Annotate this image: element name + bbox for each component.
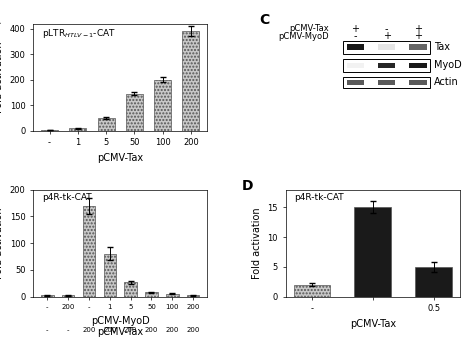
- Text: 200: 200: [124, 327, 137, 333]
- X-axis label: pCMV-Tax: pCMV-Tax: [97, 153, 143, 163]
- Bar: [41, 296, 54, 297]
- Text: +: +: [414, 24, 422, 34]
- Text: MyoD: MyoD: [434, 60, 461, 70]
- Bar: [104, 254, 116, 297]
- Bar: [343, 77, 430, 88]
- Bar: [346, 44, 364, 50]
- Bar: [355, 207, 391, 297]
- Text: 200: 200: [165, 327, 179, 333]
- Text: pCMV-Tax: pCMV-Tax: [290, 25, 329, 33]
- Bar: [166, 294, 179, 297]
- Bar: [346, 80, 364, 85]
- Text: 200: 200: [103, 327, 117, 333]
- Bar: [343, 59, 430, 72]
- Bar: [187, 296, 200, 297]
- Bar: [378, 80, 395, 85]
- Bar: [293, 285, 330, 297]
- Bar: [126, 94, 143, 131]
- X-axis label: pCMV-Tax: pCMV-Tax: [350, 319, 396, 329]
- Bar: [62, 296, 74, 297]
- Text: -: -: [385, 24, 388, 34]
- Text: 200: 200: [82, 327, 96, 333]
- Text: pCMV-MyoD: pCMV-MyoD: [91, 316, 150, 326]
- Bar: [409, 80, 427, 85]
- Text: pLTR$_{HTLV-1}$-CAT: pLTR$_{HTLV-1}$-CAT: [42, 27, 116, 40]
- Text: -: -: [354, 31, 357, 41]
- Bar: [154, 80, 171, 131]
- Text: +: +: [414, 31, 422, 41]
- Bar: [145, 292, 158, 297]
- Text: +: +: [351, 24, 359, 34]
- Bar: [98, 118, 115, 131]
- Text: p4R-tk-CAT: p4R-tk-CAT: [294, 193, 344, 202]
- Bar: [69, 128, 86, 131]
- Text: -: -: [67, 327, 69, 333]
- Y-axis label: Fold activation: Fold activation: [0, 207, 4, 279]
- Bar: [378, 63, 395, 68]
- Bar: [378, 44, 395, 50]
- Text: p4R-tk-CAT: p4R-tk-CAT: [42, 193, 91, 202]
- Bar: [83, 206, 95, 297]
- Text: 200: 200: [145, 327, 158, 333]
- Text: D: D: [242, 179, 254, 193]
- Bar: [182, 31, 200, 131]
- Bar: [124, 282, 137, 297]
- Text: Actin: Actin: [434, 78, 458, 88]
- Y-axis label: Fold activation: Fold activation: [252, 207, 262, 279]
- Text: pCMV-MyoD: pCMV-MyoD: [279, 32, 329, 41]
- Bar: [343, 41, 430, 54]
- Bar: [346, 63, 364, 68]
- Y-axis label: Fold activation: Fold activation: [0, 41, 4, 113]
- Text: C: C: [260, 13, 270, 27]
- Text: 200: 200: [186, 327, 200, 333]
- Text: +: +: [383, 31, 391, 41]
- Bar: [409, 44, 427, 50]
- Text: -: -: [46, 327, 49, 333]
- Bar: [415, 267, 452, 297]
- Text: pCMV-Tax: pCMV-Tax: [97, 327, 143, 337]
- Bar: [41, 130, 58, 131]
- Text: Tax: Tax: [434, 42, 450, 52]
- Bar: [409, 63, 427, 68]
